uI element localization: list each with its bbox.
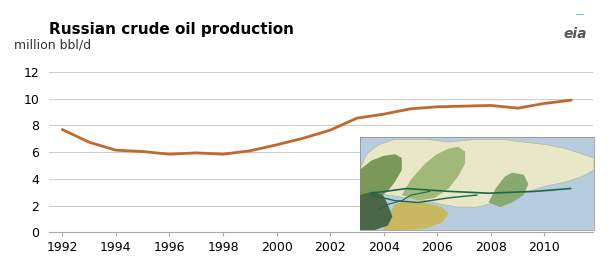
Polygon shape <box>360 139 594 207</box>
Polygon shape <box>383 201 448 230</box>
Text: million bbl/d: million bbl/d <box>13 39 90 52</box>
Text: —: — <box>575 10 584 19</box>
Polygon shape <box>360 191 392 230</box>
Polygon shape <box>360 154 402 198</box>
Polygon shape <box>489 173 529 207</box>
Text: eia: eia <box>563 27 587 41</box>
Polygon shape <box>402 147 465 201</box>
Text: Russian crude oil production: Russian crude oil production <box>49 22 294 37</box>
